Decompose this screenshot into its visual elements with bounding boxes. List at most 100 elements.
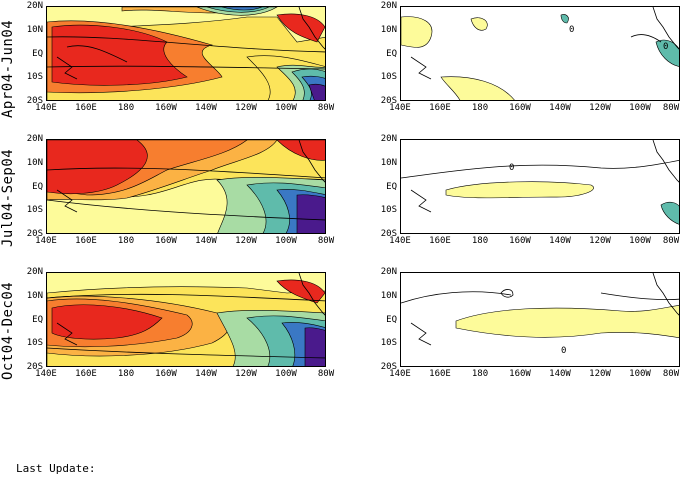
x-tick-label: 160E: [429, 236, 451, 246]
x-tick-label: 160W: [509, 103, 531, 113]
fill-dark-red-east: [276, 279, 325, 304]
x-tick-label: 160E: [429, 369, 451, 379]
x-tick-label: 120W: [589, 369, 611, 379]
contour-line: [401, 291, 512, 304]
x-tick-label: 120W: [235, 369, 257, 379]
x-tick-label: 140E: [389, 236, 411, 246]
x-tick-label: 140W: [195, 369, 217, 379]
anomaly-negative-area: [655, 39, 679, 67]
x-tick-label: 180: [117, 103, 135, 113]
fill-dark-red-east: [276, 13, 325, 43]
x-tick-label: 180: [471, 369, 489, 379]
x-tick-label: 140W: [549, 236, 571, 246]
x-tick-label: 140E: [389, 369, 411, 379]
x-tick-label: 100W: [275, 103, 297, 113]
x-tick-label: 180: [471, 103, 489, 113]
x-tick-label: 160E: [75, 369, 97, 379]
coastline: [298, 140, 325, 183]
y-tick-label: 20N: [380, 134, 397, 144]
y-tick-label: 10N: [380, 24, 397, 35]
map-panel-total-1: [46, 6, 326, 101]
x-tick-label: 120W: [235, 103, 257, 113]
y-tick-label: 10N: [26, 290, 43, 301]
coastline: [410, 189, 432, 213]
y-tick-label: 10S: [26, 72, 43, 83]
y-tick-label: 20N: [26, 267, 43, 277]
contour-line: [47, 167, 325, 179]
coastline: [410, 56, 432, 80]
y-tick-label: EQ: [32, 48, 43, 59]
x-tick-label: 100W: [629, 103, 651, 113]
coastline: [652, 140, 679, 183]
fill-purple: [296, 194, 325, 233]
x-tick-label: 140W: [549, 103, 571, 113]
y-tick-label: 10S: [26, 338, 43, 349]
x-tick-label: 100W: [275, 236, 297, 246]
fill-blue-north: [221, 7, 263, 11]
y-tick-label: 10S: [380, 72, 397, 83]
x-tick-label: 100W: [629, 236, 651, 246]
anomaly-positive-area: [445, 181, 594, 199]
y-tick-label: 20S: [26, 362, 43, 372]
anomaly-positive-area: [440, 76, 515, 100]
y-tick-label: 10N: [380, 290, 397, 301]
coastline: [652, 7, 679, 50]
contour-line: [47, 347, 325, 359]
x-tick-label: 180: [117, 236, 135, 246]
x-tick-label: 80W: [662, 236, 680, 246]
map-panel-anomaly-1: 0 0: [400, 6, 680, 101]
fill-dark-red-east: [276, 140, 325, 161]
y-tick-label: EQ: [386, 181, 397, 192]
map-panel-total-2: [46, 139, 326, 234]
x-tick-label: 160E: [75, 236, 97, 246]
y-tick-label: 10S: [380, 338, 397, 349]
fill-purple: [304, 327, 325, 366]
x-tick-label: 100W: [275, 369, 297, 379]
coastline: [298, 7, 325, 50]
y-tick-label: 10N: [26, 157, 43, 168]
x-tick-label: 140W: [195, 236, 217, 246]
contour-zero-label: 0: [663, 42, 668, 52]
x-tick-label: 160E: [429, 103, 451, 113]
contour-zero-label: 0: [569, 25, 574, 35]
y-tick-label: 20N: [26, 134, 43, 144]
map-panel-anomaly-2: 0: [400, 139, 680, 234]
x-tick-label: 120W: [235, 236, 257, 246]
x-tick-label: 160E: [75, 103, 97, 113]
contour-line: [47, 36, 325, 53]
anomaly-positive-area: [455, 305, 679, 338]
x-tick-label: 140W: [549, 369, 571, 379]
x-tick-label: 100W: [629, 369, 651, 379]
y-tick-label: 20N: [380, 1, 397, 11]
y-tick-label: 10S: [380, 205, 397, 216]
y-tick-label: EQ: [386, 314, 397, 325]
coastline: [652, 273, 679, 316]
x-tick-label: 140E: [35, 236, 57, 246]
y-tick-label: 10N: [380, 157, 397, 168]
contour-line: [630, 34, 662, 43]
y-tick-label: 20S: [380, 229, 397, 239]
anomaly-positive-area: [401, 16, 433, 48]
y-tick-label: EQ: [386, 48, 397, 59]
background: [401, 7, 679, 100]
x-tick-label: 180: [471, 236, 489, 246]
x-tick-label: 140E: [389, 103, 411, 113]
y-tick-label: EQ: [32, 314, 43, 325]
x-tick-label: 160W: [155, 369, 177, 379]
y-tick-label: 20N: [380, 267, 397, 277]
y-tick-label: 20S: [26, 96, 43, 106]
x-tick-label: 140W: [195, 103, 217, 113]
x-tick-label: 140E: [35, 103, 57, 113]
x-tick-label: 180: [117, 369, 135, 379]
x-tick-label: 120W: [589, 103, 611, 113]
coastline: [56, 322, 78, 346]
coastline: [56, 189, 78, 213]
contour-line: [600, 292, 679, 301]
y-tick-label: 20S: [380, 96, 397, 106]
contour-zero-label: 0: [509, 163, 514, 173]
x-tick-label: 160W: [155, 236, 177, 246]
fill-purple-se: [308, 83, 325, 100]
anomaly-negative-area: [660, 201, 679, 225]
map-panel-anomaly-3: 0: [400, 272, 680, 367]
fill-dark-red: [51, 304, 163, 340]
